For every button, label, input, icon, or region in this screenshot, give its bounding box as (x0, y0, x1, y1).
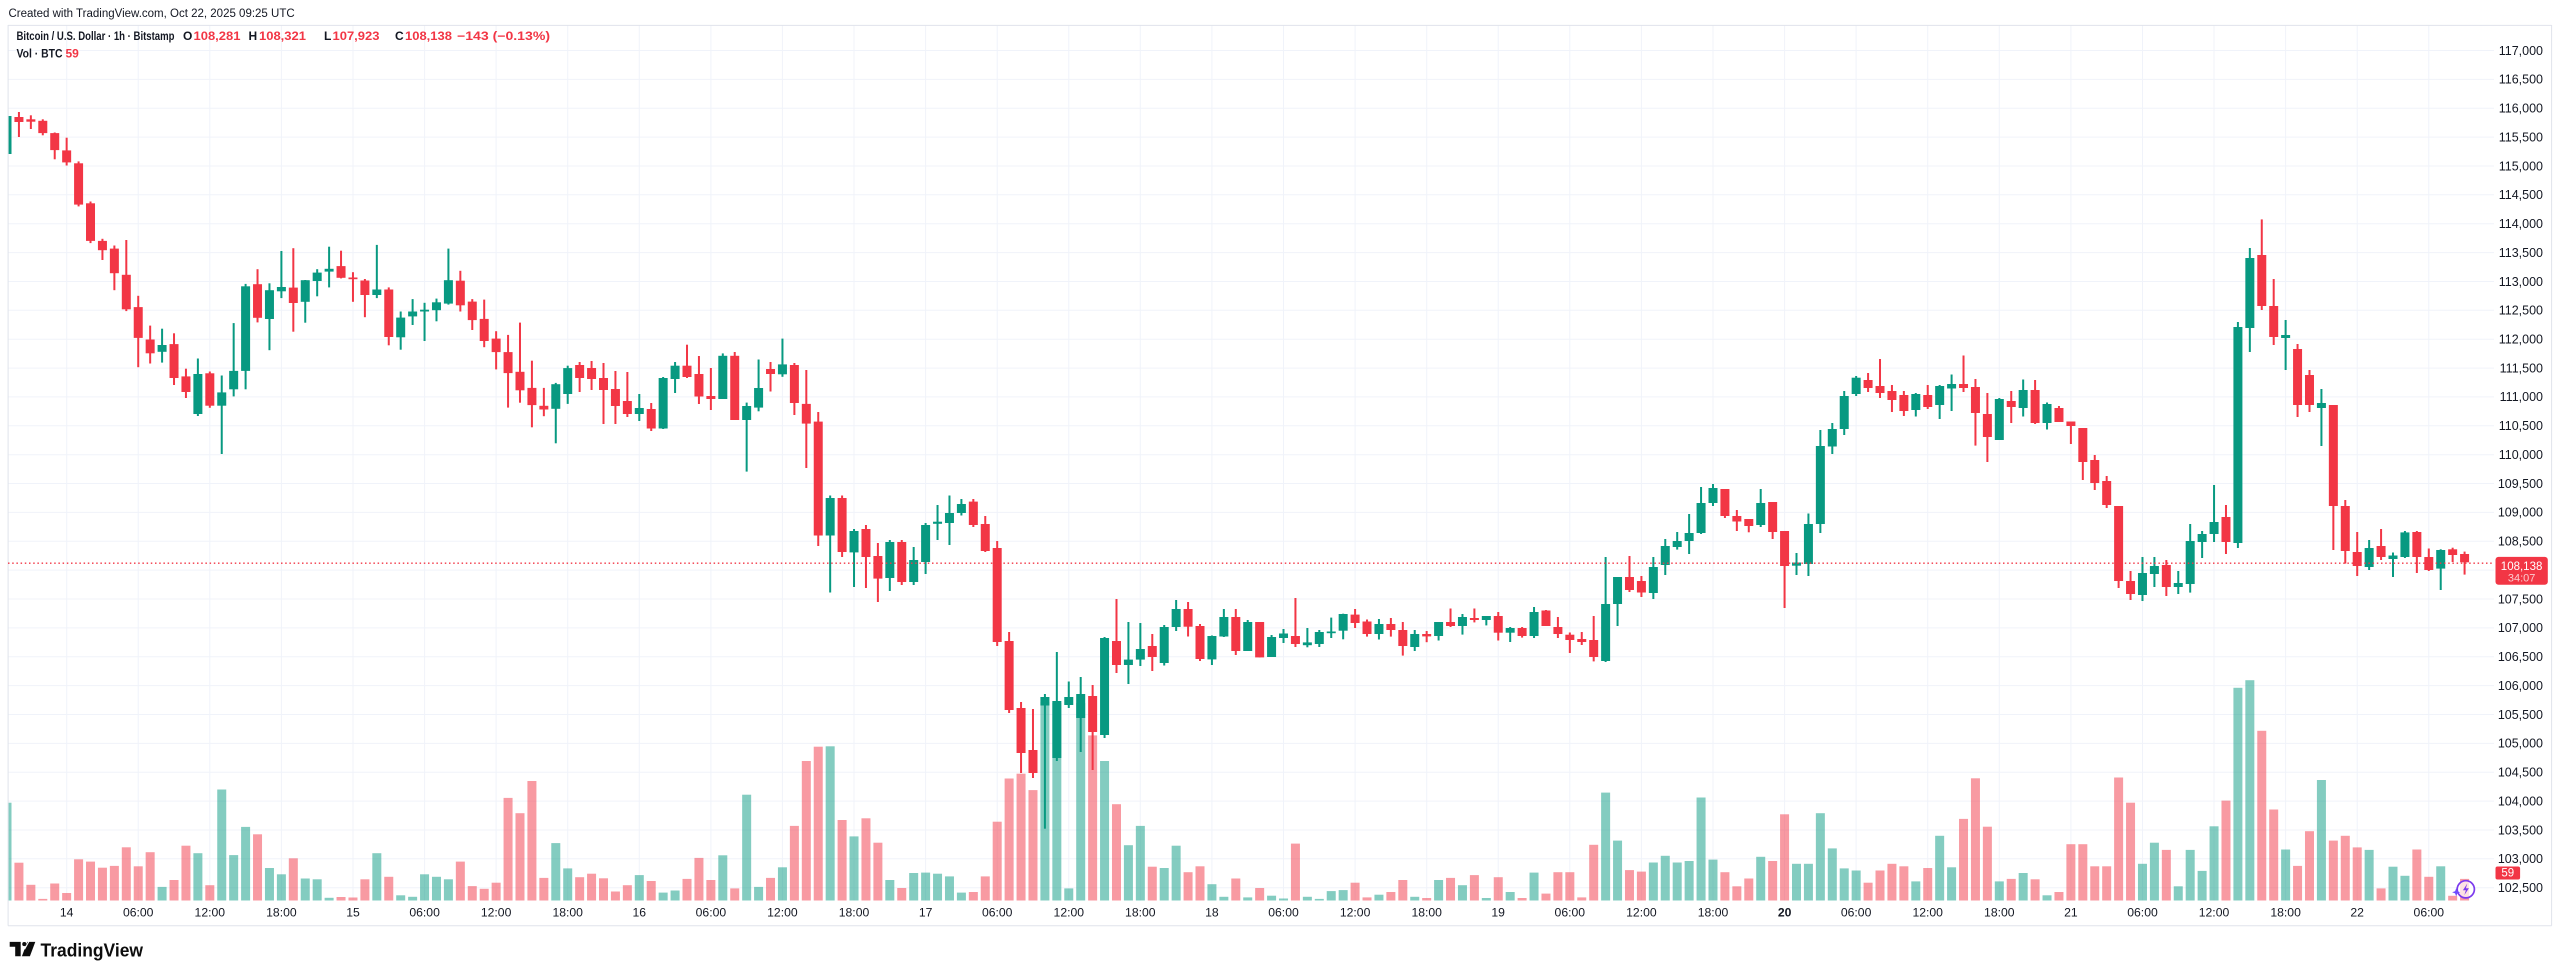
svg-text:104,500: 104,500 (2498, 766, 2543, 780)
svg-text:14: 14 (60, 906, 74, 920)
svg-text:108,138: 108,138 (2501, 561, 2543, 573)
svg-text:12:00: 12:00 (1912, 906, 1943, 920)
svg-text:116,500: 116,500 (2499, 73, 2543, 87)
svg-text:115,000: 115,000 (2499, 159, 2543, 173)
svg-text:18:00: 18:00 (1984, 906, 2015, 920)
svg-text:112,500: 112,500 (2499, 304, 2543, 318)
svg-text:12:00: 12:00 (481, 906, 512, 920)
svg-text:102,500: 102,500 (2498, 881, 2543, 895)
svg-text:117,000: 117,000 (2499, 44, 2543, 58)
svg-text:L: L (324, 29, 331, 43)
svg-text:18:00: 18:00 (266, 906, 297, 920)
svg-text:106,500: 106,500 (2498, 650, 2543, 664)
svg-text:111,000: 111,000 (2500, 390, 2543, 404)
svg-text:109,500: 109,500 (2498, 477, 2543, 491)
svg-text:59: 59 (66, 47, 80, 61)
svg-text:34:07: 34:07 (2508, 573, 2536, 585)
svg-text:107,000: 107,000 (2498, 621, 2543, 635)
svg-text:15: 15 (346, 906, 360, 920)
svg-text:17: 17 (919, 906, 933, 920)
svg-text:18:00: 18:00 (839, 906, 870, 920)
svg-text:12:00: 12:00 (1054, 906, 1085, 920)
svg-text:18:00: 18:00 (1698, 906, 1729, 920)
svg-text:107,500: 107,500 (2498, 592, 2543, 606)
svg-text:TradingView: TradingView (41, 939, 144, 960)
svg-text:112,000: 112,000 (2499, 333, 2543, 347)
svg-text:103,000: 103,000 (2498, 852, 2543, 866)
svg-text:103,500: 103,500 (2498, 823, 2543, 837)
svg-text:C: C (395, 29, 404, 43)
svg-text:108,321: 108,321 (259, 29, 306, 43)
svg-text:18:00: 18:00 (552, 906, 583, 920)
svg-text:H: H (249, 29, 258, 43)
svg-text:114,000: 114,000 (2499, 217, 2543, 231)
svg-text:12:00: 12:00 (1626, 906, 1657, 920)
svg-text:12:00: 12:00 (195, 906, 226, 920)
svg-text:06:00: 06:00 (1555, 906, 1586, 920)
svg-text:Created with TradingView.com,: Created with TradingView.com, Oct 22, 20… (9, 8, 295, 20)
svg-text:O: O (183, 29, 192, 43)
svg-text:−143 (−0.13%): −143 (−0.13%) (457, 29, 550, 43)
svg-text:110,500: 110,500 (2499, 419, 2543, 433)
svg-text:108,138: 108,138 (405, 29, 452, 43)
svg-text:115,500: 115,500 (2499, 130, 2543, 144)
svg-text:19: 19 (1491, 906, 1505, 920)
svg-text:104,000: 104,000 (2498, 794, 2543, 808)
svg-text:18:00: 18:00 (2270, 906, 2301, 920)
svg-text:110,000: 110,000 (2499, 448, 2543, 462)
svg-text:109,000: 109,000 (2498, 506, 2543, 520)
svg-text:111,500: 111,500 (2500, 361, 2543, 375)
svg-text:113,000: 113,000 (2499, 275, 2543, 289)
svg-text:107,923: 107,923 (333, 29, 380, 43)
svg-text:06:00: 06:00 (982, 906, 1013, 920)
svg-text:18:00: 18:00 (1411, 906, 1442, 920)
svg-text:18: 18 (1205, 906, 1219, 920)
svg-text:20: 20 (1778, 906, 1792, 920)
svg-text:105,000: 105,000 (2498, 737, 2543, 751)
svg-text:Bitcoin / U.S. Dollar · 1h · B: Bitcoin / U.S. Dollar · 1h · Bitstamp (17, 29, 175, 43)
svg-text:22: 22 (2350, 906, 2364, 920)
svg-text:06:00: 06:00 (409, 906, 440, 920)
svg-text:Vol · BTC: Vol · BTC (17, 47, 63, 61)
svg-text:105,500: 105,500 (2498, 708, 2543, 722)
svg-text:12:00: 12:00 (1340, 906, 1371, 920)
svg-text:18:00: 18:00 (1125, 906, 1156, 920)
svg-text:106,000: 106,000 (2498, 679, 2543, 693)
svg-text:06:00: 06:00 (123, 906, 154, 920)
svg-text:06:00: 06:00 (696, 906, 727, 920)
svg-text:116,000: 116,000 (2499, 102, 2543, 116)
svg-text:12:00: 12:00 (2199, 906, 2230, 920)
svg-text:06:00: 06:00 (1268, 906, 1299, 920)
svg-text:16: 16 (633, 906, 647, 920)
svg-text:113,500: 113,500 (2499, 246, 2543, 260)
svg-text:59: 59 (2501, 868, 2514, 880)
svg-text:21: 21 (2064, 906, 2078, 920)
svg-text:12:00: 12:00 (767, 906, 798, 920)
svg-text:114,500: 114,500 (2499, 188, 2543, 202)
svg-text:06:00: 06:00 (2414, 906, 2445, 920)
svg-text:06:00: 06:00 (2127, 906, 2158, 920)
svg-text:06:00: 06:00 (1841, 906, 1872, 920)
svg-text:108,500: 108,500 (2498, 535, 2543, 549)
svg-text:108,281: 108,281 (194, 29, 241, 43)
